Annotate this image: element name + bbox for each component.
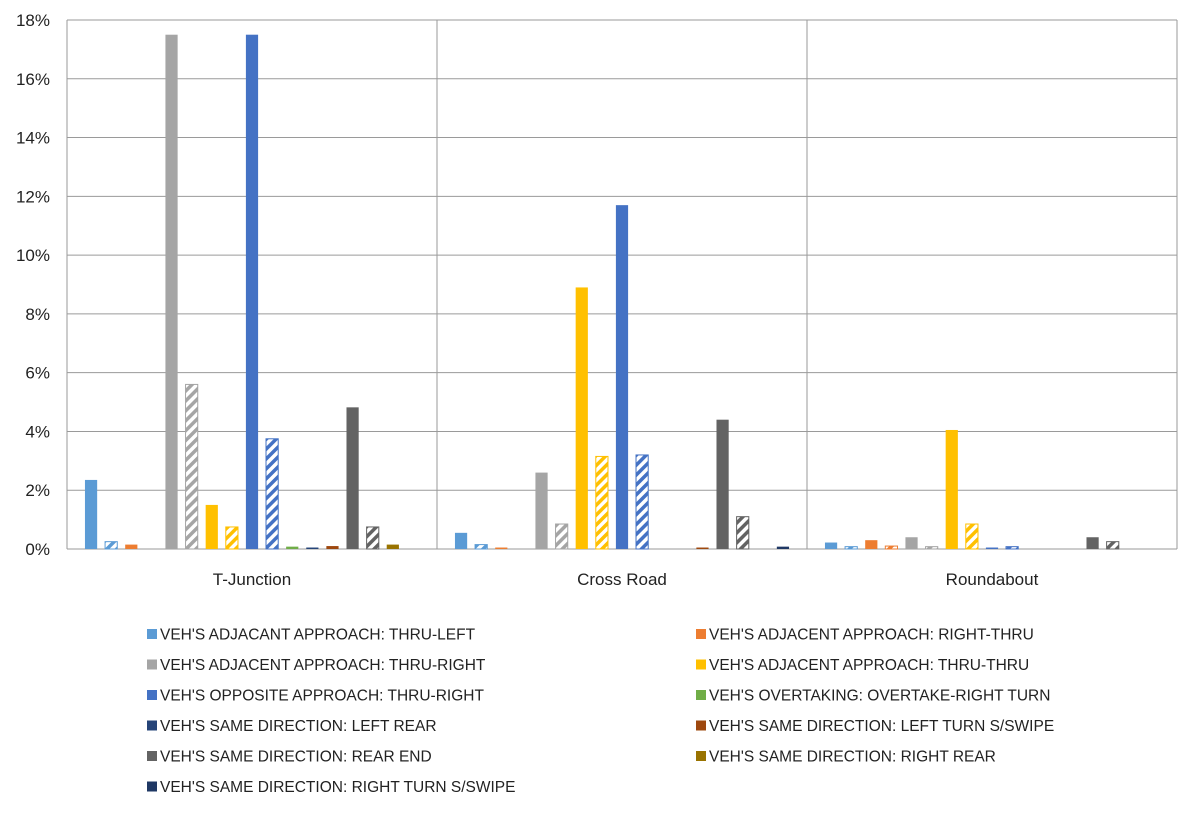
bar [286, 546, 299, 549]
bar [125, 544, 138, 549]
bar [595, 455, 609, 550]
bar [985, 547, 999, 550]
bar [495, 547, 508, 550]
legend-label: VEH'S ADJACENT APPROACH: THRU-THRU [709, 657, 1029, 674]
legend-label: VEH'S ADJACANT APPROACH: THRU-LEFT [160, 627, 476, 644]
legend-swatch [147, 629, 157, 639]
category-label: Roundabout [946, 570, 1039, 589]
bar [366, 526, 380, 550]
bar [925, 546, 939, 550]
bar [716, 419, 729, 549]
legend-swatch [147, 720, 157, 731]
bar [346, 407, 359, 549]
legend-swatch [696, 629, 706, 639]
bar [185, 383, 199, 550]
bar [736, 516, 750, 550]
bar [615, 205, 629, 549]
y-tick-label: 14% [16, 129, 50, 148]
legend-swatch [147, 751, 157, 761]
bar [575, 287, 588, 549]
legend-swatch [147, 781, 157, 792]
bar [245, 34, 259, 549]
legend-swatch [696, 751, 706, 761]
y-tick-label: 16% [16, 70, 50, 89]
bar [905, 537, 918, 549]
y-tick-label: 8% [25, 305, 50, 324]
bar [824, 542, 838, 549]
y-tick-label: 6% [25, 364, 50, 383]
bar [1106, 541, 1120, 550]
legend-swatch [696, 659, 706, 670]
bar [696, 547, 709, 550]
bar [635, 454, 649, 550]
legend-label: VEH'S OVERTAKING: OVERTAKE-RIGHT TURN [709, 688, 1050, 705]
bar [454, 532, 468, 549]
legend-swatch [147, 690, 157, 700]
bar [225, 526, 239, 550]
legend-label: VEH'S SAME DIRECTION: RIGHT TURN S/SWIPE [160, 779, 516, 796]
y-tick-label: 4% [25, 422, 50, 441]
y-tick-label: 10% [16, 246, 50, 265]
legend-label: VEH'S SAME DIRECTION: LEFT TURN S/SWIPE [709, 718, 1054, 735]
bar [386, 544, 399, 549]
y-tick-label: 2% [25, 481, 50, 500]
bar [104, 541, 118, 550]
legend-swatch [696, 720, 706, 731]
y-tick-label: 18% [16, 11, 50, 30]
bar [965, 523, 979, 550]
legend-swatch [696, 690, 706, 700]
bar [555, 523, 569, 550]
bar [776, 546, 790, 549]
bar [84, 479, 98, 549]
bar [326, 546, 339, 549]
bar [205, 504, 218, 549]
legend-swatch [147, 659, 157, 670]
legend-label: VEH'S SAME DIRECTION: RIGHT REAR [709, 749, 996, 766]
bar [844, 546, 858, 550]
y-tick-label: 0% [25, 540, 50, 559]
bar [884, 545, 899, 550]
category-label: T-Junction [213, 570, 291, 589]
bar [474, 544, 488, 550]
category-label: Cross Road [577, 570, 667, 589]
legend-label: VEH'S SAME DIRECTION: REAR END [160, 749, 432, 766]
bar [865, 540, 878, 549]
y-tick-label: 12% [16, 187, 50, 206]
legend-label: VEH'S SAME DIRECTION: LEFT REAR [160, 718, 437, 735]
bar [306, 547, 319, 550]
bar [165, 34, 178, 549]
legend-label: VEH'S ADJACENT APPROACH: THRU-RIGHT [160, 657, 486, 674]
bar [1086, 537, 1099, 549]
legend-label: VEH'S ADJACENT APPROACH: RIGHT-THRU [709, 627, 1034, 644]
bar [265, 438, 279, 550]
bar [1005, 546, 1019, 550]
legend-label: VEH'S OPPOSITE APPROACH: THRU-RIGHT [160, 688, 484, 705]
bar [945, 429, 958, 549]
bar [535, 472, 548, 549]
